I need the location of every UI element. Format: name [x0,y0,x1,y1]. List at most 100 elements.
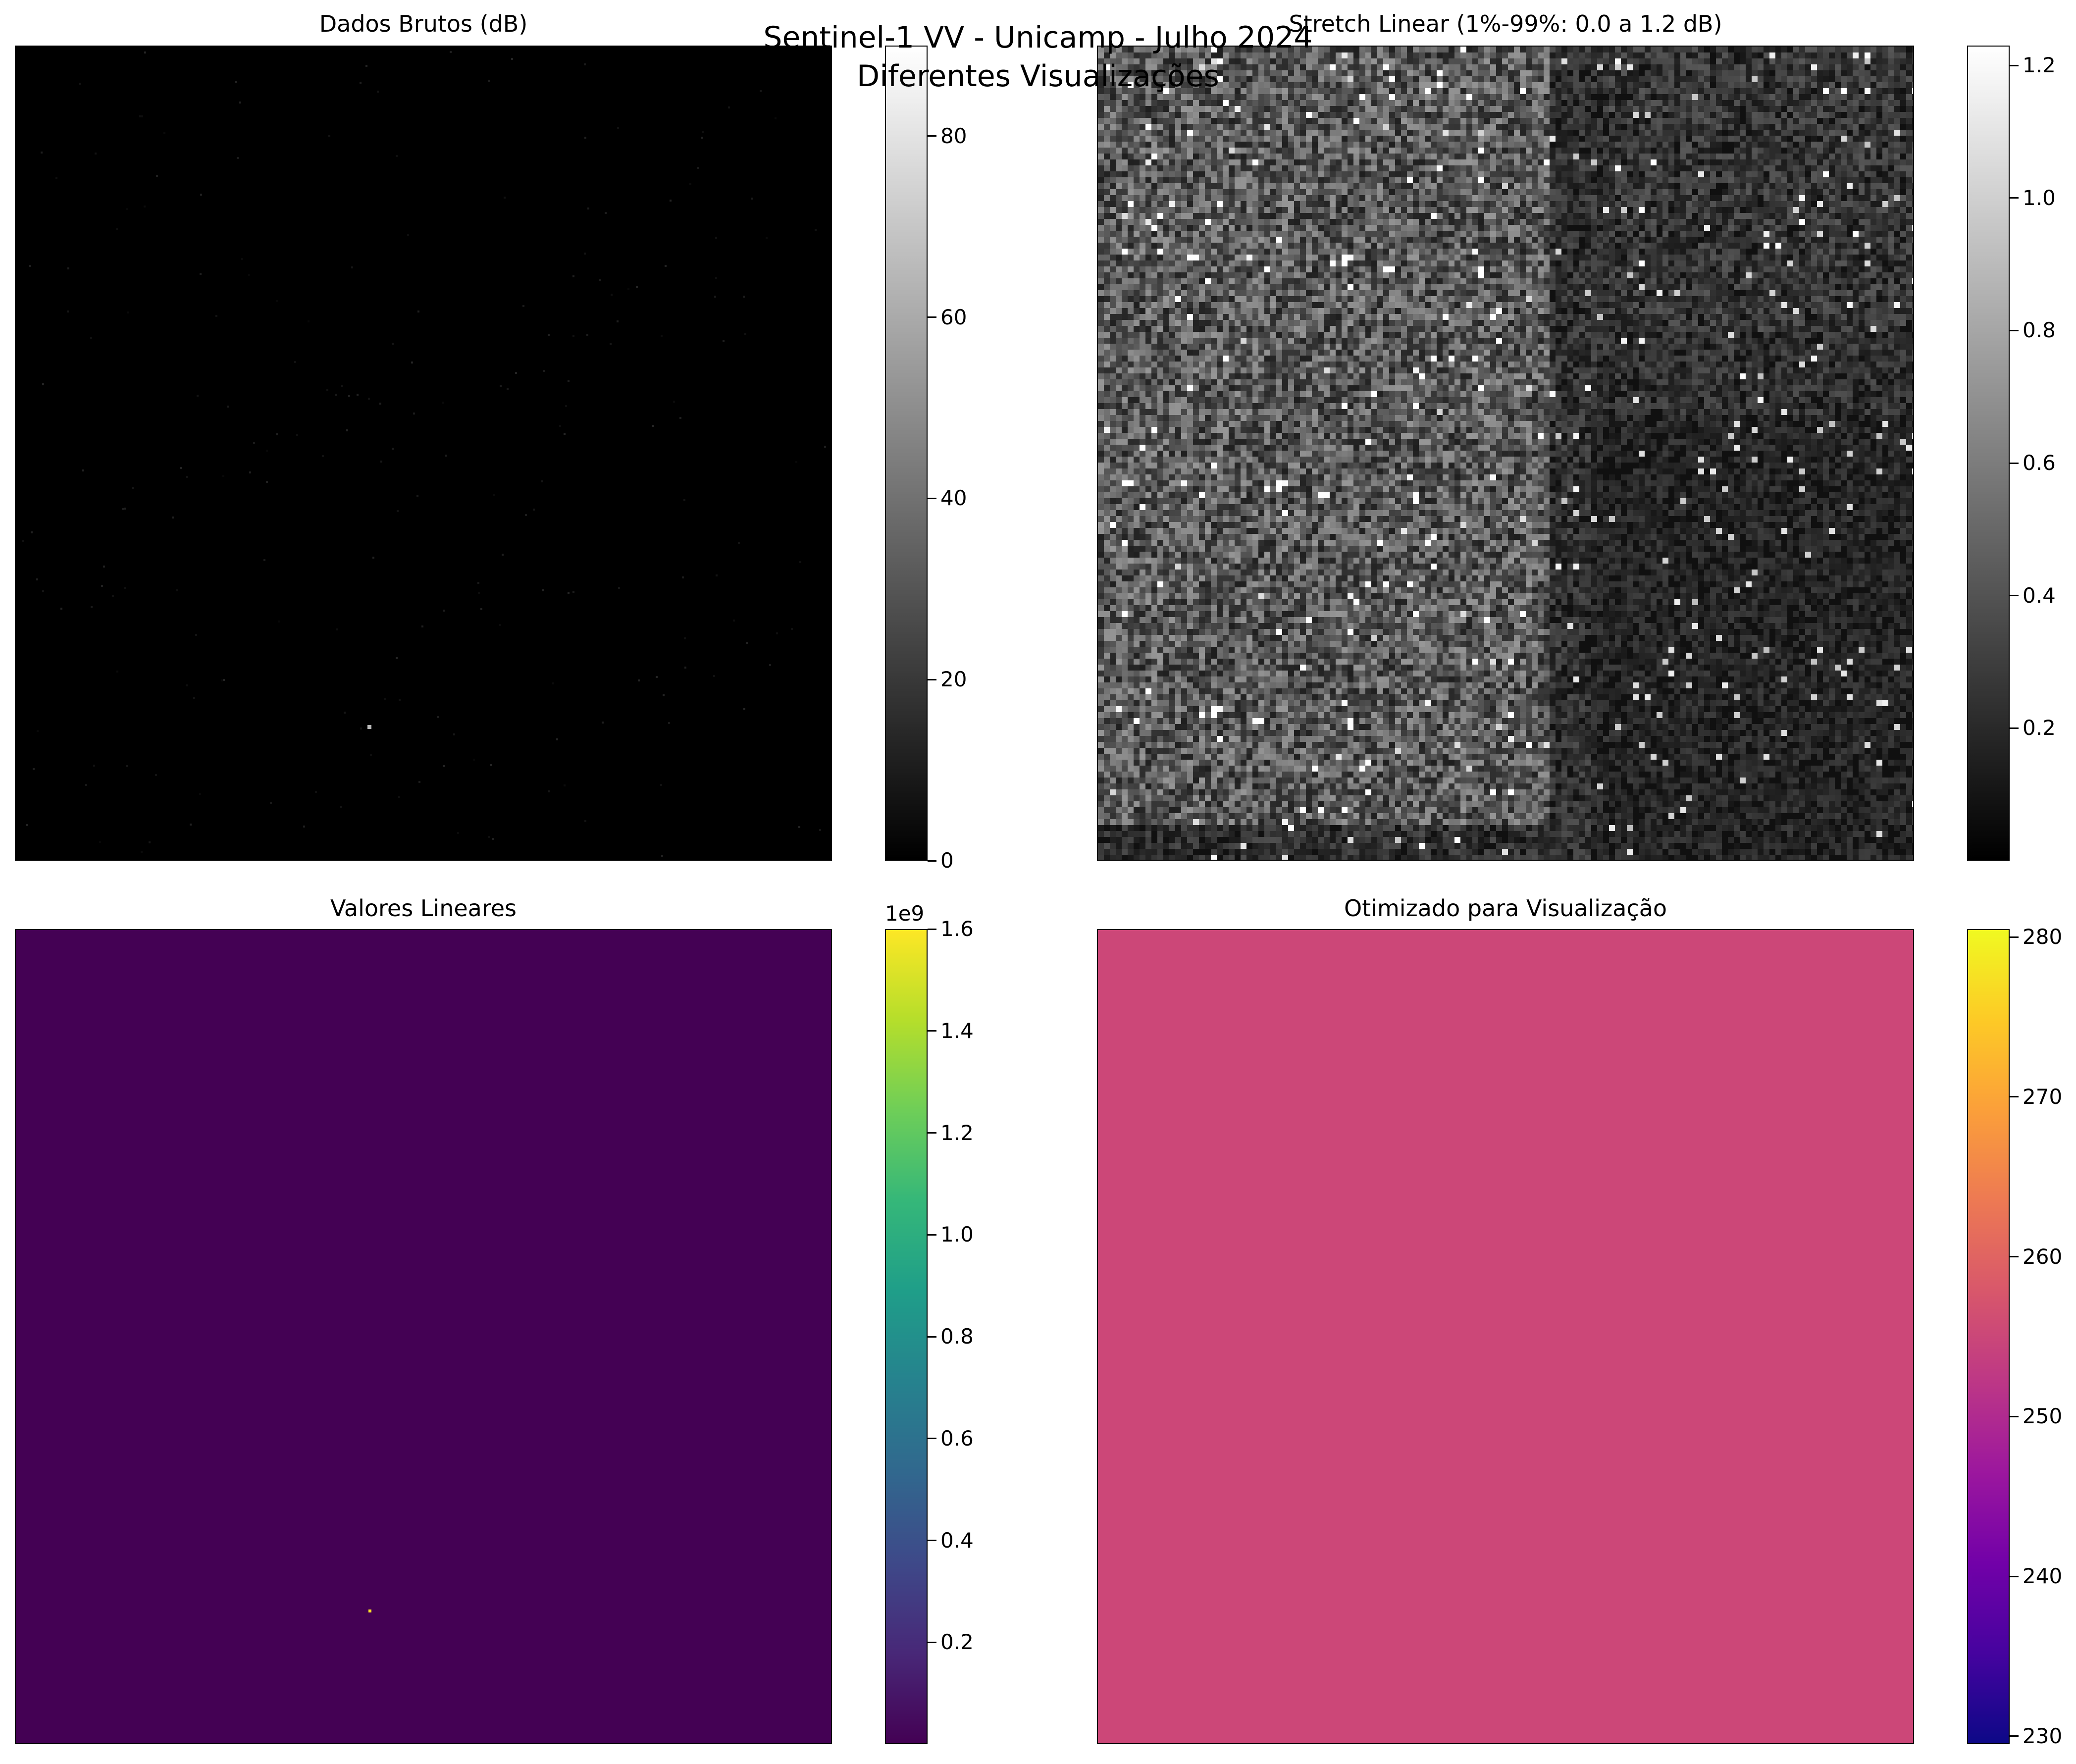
speckle [1710,100,1716,106]
speckle [1906,189,1912,195]
speckle [1187,213,1193,219]
speckle [1377,136,1383,142]
speckle [1258,159,1264,165]
speckle [1585,177,1591,183]
speckle [1615,177,1621,183]
speckle [1193,243,1199,249]
speckle [1853,225,1859,231]
speckle [1710,237,1716,243]
speckle [1134,112,1140,118]
speckle [1556,243,1561,249]
speckle [1306,47,1312,52]
speckle [1288,231,1294,237]
speckle [1098,201,1104,207]
speckle [1324,136,1330,142]
speckle [1318,100,1324,106]
speckle [1496,255,1502,260]
speckle [1252,130,1258,136]
speckle [1246,142,1252,148]
speckle [1567,52,1573,58]
speckle [1538,112,1544,118]
speckle [1621,177,1627,183]
speckle [1407,177,1413,183]
speckle [1484,177,1490,183]
speckle [1371,255,1377,260]
speckle [1841,237,1847,243]
linear-stretch-image [1097,46,1914,861]
speckle [1110,249,1116,255]
speckle [1734,47,1740,52]
speckle [1817,171,1823,177]
speckle [1371,52,1377,58]
speckle [1764,237,1769,243]
speckle [1609,136,1615,142]
speckle [1330,154,1336,159]
speckle [1544,136,1550,142]
speckle [1597,195,1603,201]
speckle [1110,177,1116,183]
speckle [1680,201,1686,207]
speckle [1603,106,1609,112]
speckle [1454,183,1460,189]
speckle [1157,219,1163,225]
speckle [1181,130,1187,136]
speckle [1431,237,1437,243]
speckle [1336,183,1342,189]
speckle [1098,183,1104,189]
speckle [1122,100,1128,106]
speckle [1104,189,1110,195]
speckle [1116,159,1122,165]
speckle [1425,52,1431,58]
speckle [1758,148,1764,154]
speckle [1752,219,1758,225]
speckle [1835,237,1841,243]
speckle [1205,148,1211,154]
speckle [1205,183,1211,189]
speckle [1591,183,1597,189]
speckle [1603,195,1609,201]
speckle [1799,171,1805,177]
speckle [1098,100,1104,106]
speckle [1466,249,1472,255]
speckle [1134,100,1140,106]
speckle [1443,249,1449,255]
speckle [1264,189,1270,195]
speckle [1621,171,1627,177]
speckle [1781,124,1787,130]
speckle [1865,148,1870,154]
speckle [1460,124,1466,130]
speckle [1419,112,1425,118]
speckle [1223,106,1229,112]
speckle [1193,100,1199,106]
speckle [1288,106,1294,112]
speckle [1787,154,1793,159]
speckle [1371,207,1377,213]
speckle [1817,201,1823,207]
speckle [1526,201,1532,207]
speckle [276,433,278,435]
speckle [1639,177,1645,183]
speckle [1140,154,1145,159]
speckle [1835,177,1841,183]
speckle [1841,100,1847,106]
speckle [1662,201,1668,207]
speckle [1847,100,1853,106]
speckle [1710,195,1716,201]
speckle [1365,165,1371,171]
speckle [1734,124,1740,130]
speckle [775,117,777,119]
speckle [1615,225,1621,231]
speckle [1169,94,1175,100]
speckle [1591,118,1597,124]
speckle [1223,142,1229,148]
speckle [1449,195,1454,201]
speckle [1443,112,1449,118]
speckle [1633,237,1639,243]
speckle [1710,171,1716,177]
speckle [1615,112,1621,118]
speckle [1454,106,1460,112]
speckle [1264,94,1270,100]
speckle [1151,124,1157,130]
speckle [1597,47,1603,52]
speckle [1811,159,1817,165]
